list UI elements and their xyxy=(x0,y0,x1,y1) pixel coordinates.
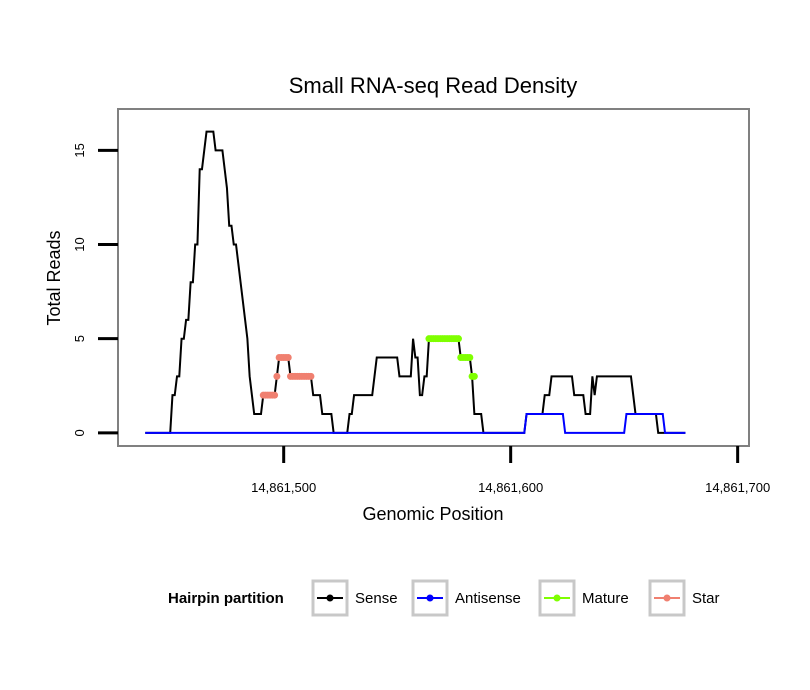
x-axis-label: Genomic Position xyxy=(362,504,503,524)
legend-item-sense: Sense xyxy=(311,579,398,617)
legend-item-antisense: Antisense xyxy=(411,579,521,617)
series-point-mature xyxy=(470,372,478,380)
series-point-star xyxy=(284,354,292,362)
series-point-star xyxy=(307,372,315,380)
y-tick-label: 15 xyxy=(72,143,87,157)
y-tick-label: 10 xyxy=(72,237,87,251)
legend-label: Sense xyxy=(355,590,398,607)
x-tick-label: 14,861,600 xyxy=(478,480,543,495)
legend-item-mature: Mature xyxy=(538,579,629,617)
legend-label: Star xyxy=(692,590,720,607)
y-axis-label: Total Reads xyxy=(44,230,64,325)
y-tick-label: 5 xyxy=(72,335,87,342)
series-point-mature xyxy=(454,335,462,343)
legend-entries: Sense Antisense Mature Star xyxy=(311,579,720,617)
legend-title: Hairpin partition xyxy=(168,590,284,607)
y-axis: 0 5 10 15 xyxy=(72,143,118,436)
x-tick-label: 14,861,500 xyxy=(251,480,316,495)
x-axis: 14,861,500 14,861,600 14,861,700 xyxy=(251,446,770,495)
plot-panel xyxy=(117,108,750,447)
series-line-antisense xyxy=(145,412,686,434)
series-layer xyxy=(145,130,686,434)
legend-key-point xyxy=(553,594,561,602)
legend-label: Mature xyxy=(582,590,629,607)
y-tick-label: 0 xyxy=(72,429,87,436)
series-point-mature xyxy=(466,354,474,362)
legend: Hairpin partition Sense Antisense Mature St… xyxy=(168,579,720,617)
legend-key-point xyxy=(326,594,334,602)
chart-title: Small RNA-seq Read Density xyxy=(289,73,578,98)
series-point-star xyxy=(271,391,279,399)
series-point-star xyxy=(273,372,281,380)
x-tick-label: 14,861,700 xyxy=(705,480,770,495)
legend-key-point xyxy=(663,594,671,602)
legend-label: Antisense xyxy=(455,590,521,607)
legend-key-point xyxy=(426,594,434,602)
legend-item-star: Star xyxy=(648,579,720,617)
